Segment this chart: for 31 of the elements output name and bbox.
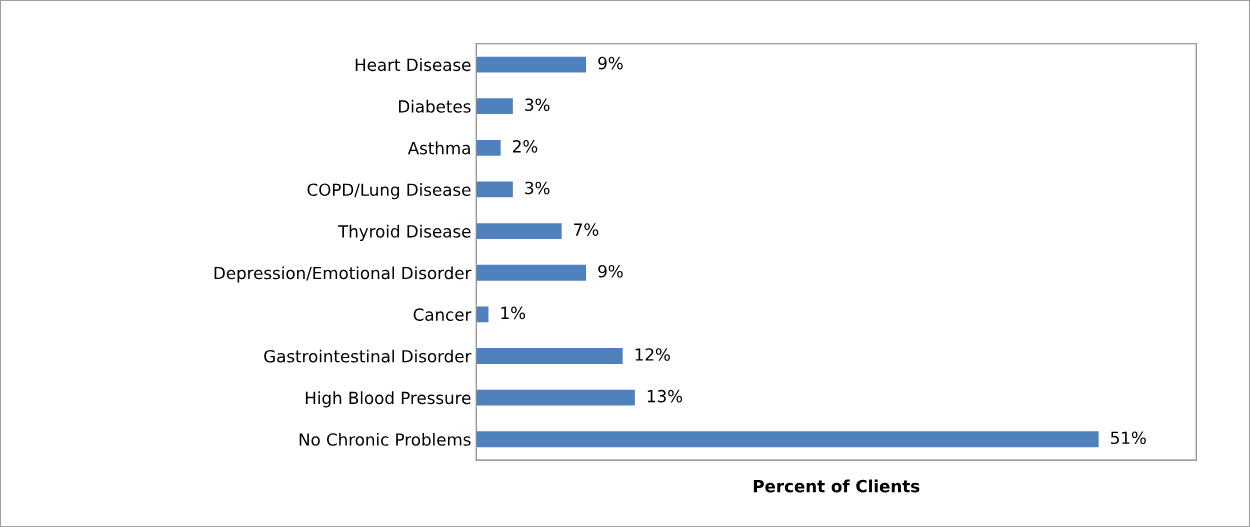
y-tick-label: Gastrointestinal Disorder bbox=[264, 349, 472, 363]
data-label: 51% bbox=[1111, 431, 1146, 445]
bar bbox=[476, 264, 587, 281]
bar bbox=[476, 56, 587, 73]
y-tick-label: Heart Disease bbox=[355, 58, 471, 72]
bar bbox=[476, 348, 623, 364]
y-tick-label: COPD/Lung Disease bbox=[307, 183, 471, 200]
bar bbox=[476, 223, 562, 239]
x-axis-title: Percent of Clients bbox=[753, 479, 920, 493]
data-label: 9% bbox=[598, 56, 623, 70]
data-label: 7% bbox=[574, 223, 599, 236]
bar bbox=[476, 139, 501, 156]
bar bbox=[476, 389, 635, 406]
y-tick-label: No Chronic Problems bbox=[299, 432, 471, 446]
bar bbox=[476, 431, 1099, 448]
data-label: 9% bbox=[598, 264, 623, 278]
y-tick-label: Asthma bbox=[407, 141, 470, 155]
y-tick-label: Diabetes bbox=[399, 99, 471, 113]
bar bbox=[476, 306, 489, 323]
data-label: 3% bbox=[525, 98, 550, 112]
data-label: 13% bbox=[647, 389, 683, 403]
y-tick-label: Thyroid Disease bbox=[338, 224, 471, 241]
y-tick-label: High Blood Pressure bbox=[305, 391, 471, 408]
y-tick-label: Depression/Emotional Disorder bbox=[214, 266, 472, 283]
bar bbox=[476, 98, 513, 115]
data-label: 1% bbox=[501, 306, 526, 320]
data-label: 3% bbox=[525, 181, 550, 195]
data-label: 2% bbox=[512, 140, 538, 153]
y-tick-label: Cancer bbox=[413, 308, 472, 321]
data-label: 12% bbox=[635, 348, 670, 361]
bar bbox=[476, 181, 513, 198]
